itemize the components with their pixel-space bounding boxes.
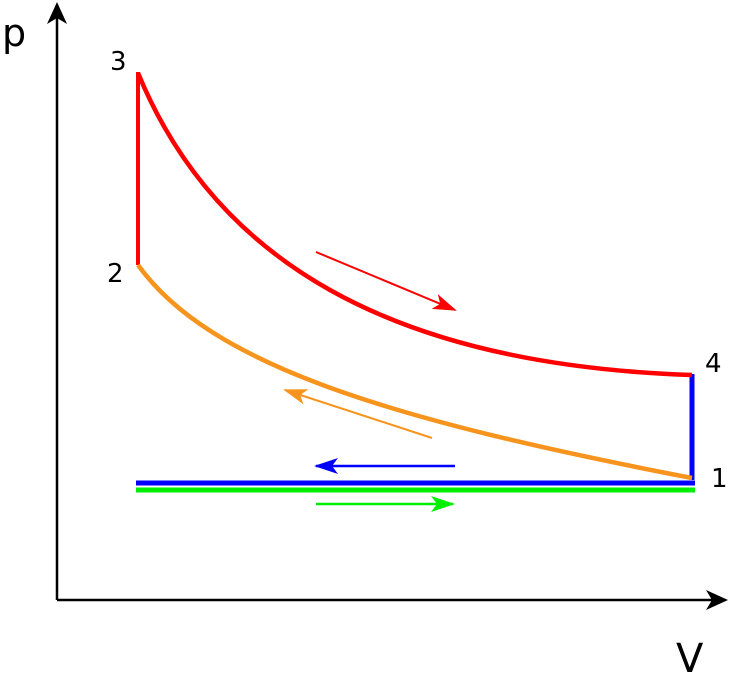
x-axis-arrow-icon: [706, 590, 728, 610]
point-4-label: 4: [705, 349, 722, 379]
point-1-label: 1: [711, 464, 728, 494]
compression-curve: [136, 263, 693, 481]
compression-arrow-icon: [283, 389, 433, 439]
expansion-curve: [135, 72, 693, 378]
x-axis-label: V: [676, 636, 704, 682]
y-axis-arrow-icon: [47, 2, 67, 24]
y-axis-label: p: [2, 11, 26, 55]
expansion-arrow-icon: [315, 251, 457, 311]
point-3-label: 3: [110, 47, 127, 77]
point-2-label: 2: [107, 259, 124, 289]
